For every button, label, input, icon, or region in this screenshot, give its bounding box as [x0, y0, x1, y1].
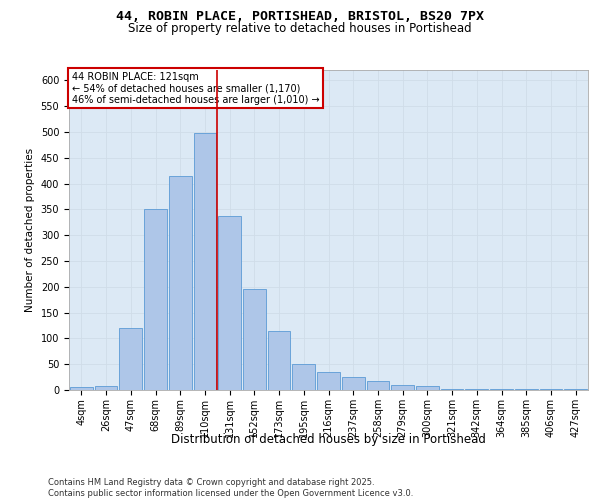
Text: 44 ROBIN PLACE: 121sqm
← 54% of detached houses are smaller (1,170)
46% of semi-: 44 ROBIN PLACE: 121sqm ← 54% of detached…: [71, 72, 319, 105]
Bar: [268, 330, 290, 390]
Bar: [466, 389, 488, 390]
Bar: [243, 290, 266, 390]
Bar: [317, 372, 340, 390]
Bar: [95, 386, 118, 390]
Bar: [416, 386, 439, 390]
Bar: [342, 377, 365, 390]
Bar: [441, 389, 463, 390]
Bar: [391, 385, 414, 390]
Y-axis label: Number of detached properties: Number of detached properties: [25, 148, 35, 312]
Text: Distribution of detached houses by size in Portishead: Distribution of detached houses by size …: [172, 432, 486, 446]
Bar: [564, 389, 587, 390]
Bar: [144, 210, 167, 390]
Bar: [119, 328, 142, 390]
Bar: [169, 176, 191, 390]
Bar: [515, 389, 538, 390]
Text: 44, ROBIN PLACE, PORTISHEAD, BRISTOL, BS20 7PX: 44, ROBIN PLACE, PORTISHEAD, BRISTOL, BS…: [116, 10, 484, 23]
Text: Contains HM Land Registry data © Crown copyright and database right 2025.
Contai: Contains HM Land Registry data © Crown c…: [48, 478, 413, 498]
Bar: [367, 381, 389, 390]
Bar: [292, 364, 315, 390]
Bar: [70, 388, 93, 390]
Bar: [194, 133, 216, 390]
Bar: [218, 216, 241, 390]
Text: Size of property relative to detached houses in Portishead: Size of property relative to detached ho…: [128, 22, 472, 35]
